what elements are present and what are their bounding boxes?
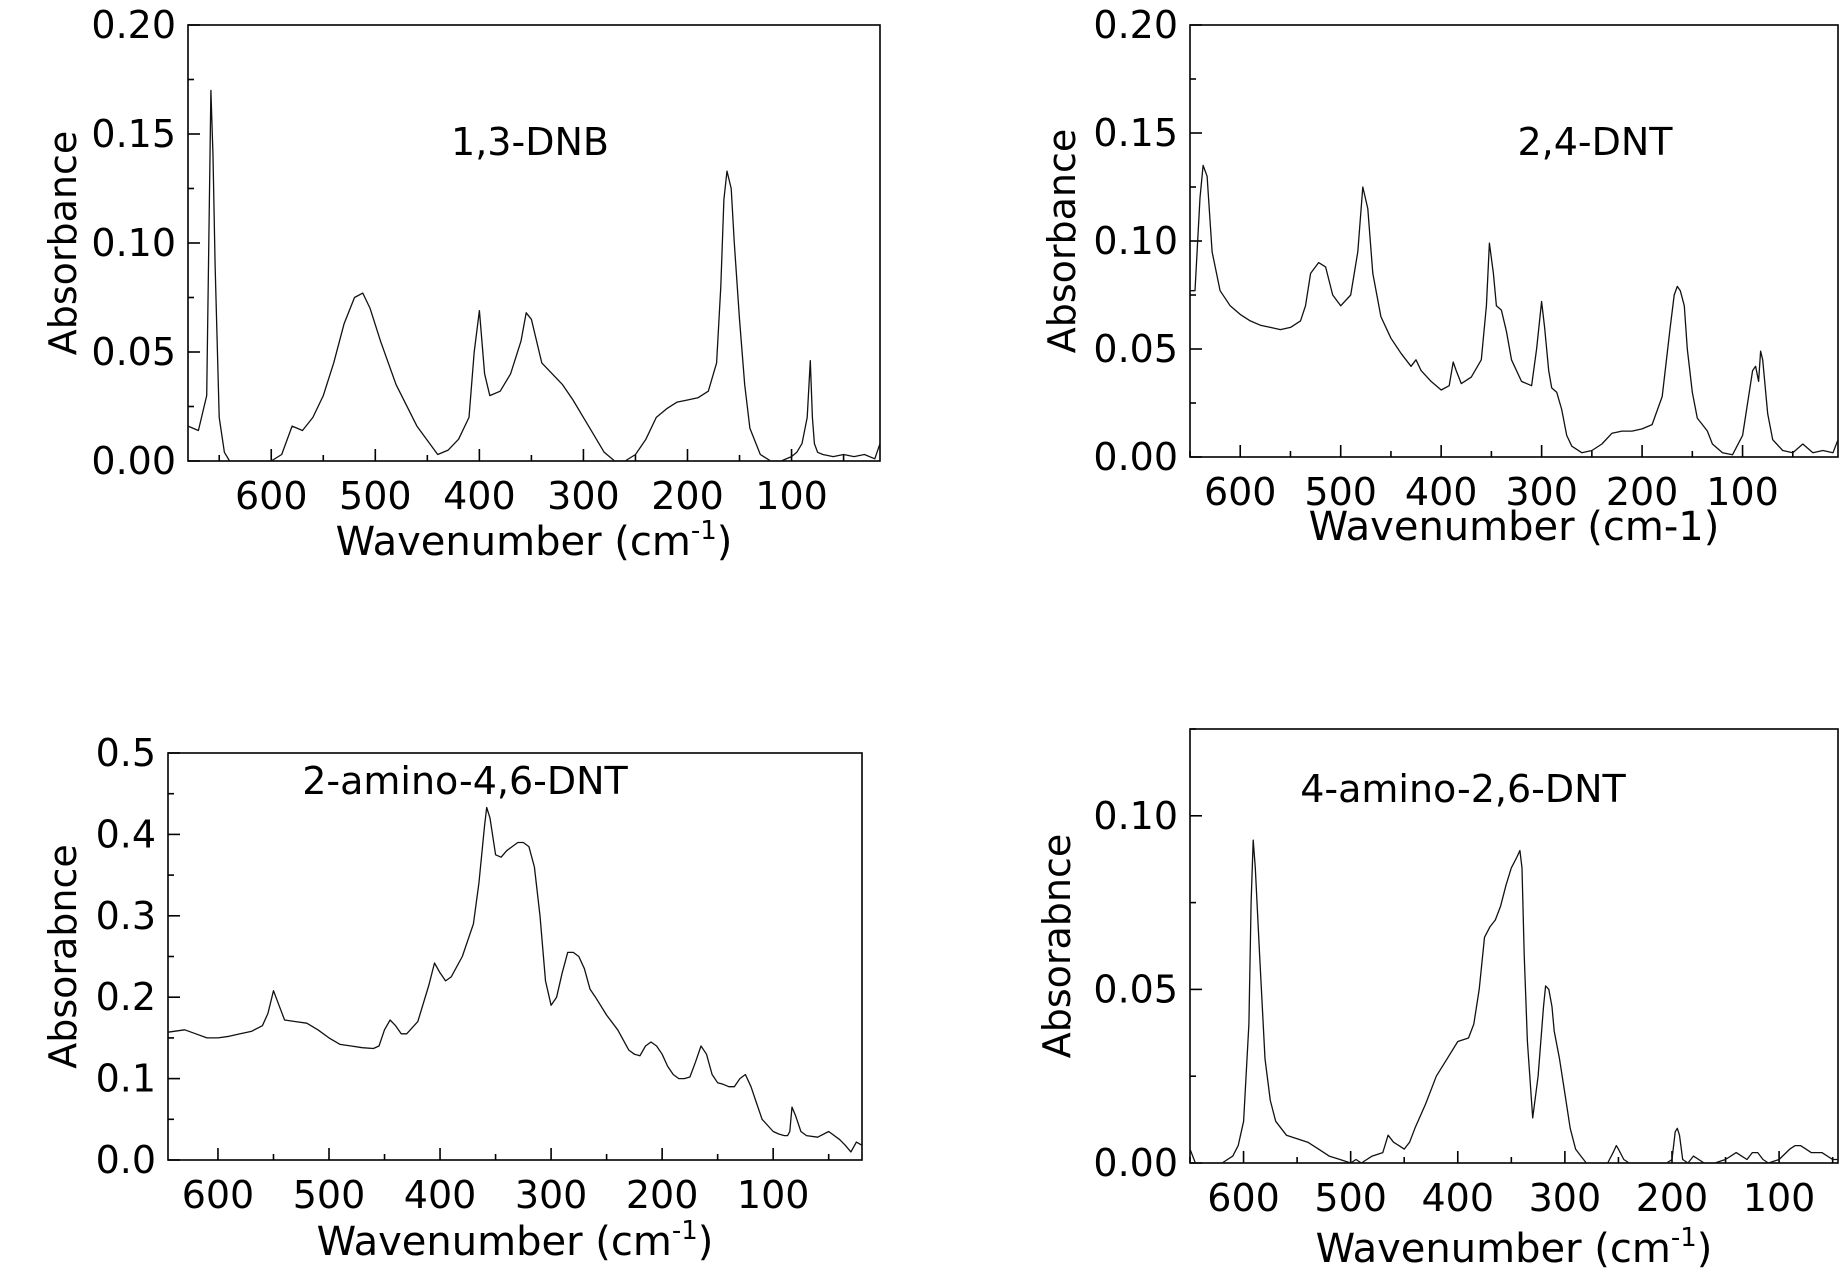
y-tick-label: 0.10	[91, 221, 176, 265]
x-axis-title: Wavenumber (cm-1)	[336, 516, 733, 565]
y-tick-label: 0.10	[1093, 794, 1178, 838]
chart-panel-1: 600 500 400 300 200 100 0.00 0.05 0.10 0.15 0.20 1,…	[41, 3, 881, 565]
chart-panel-3: 600 500 400 300 200 100 0.0 0.1 0.2 0.3 0.4 0.5 2-am…	[41, 731, 863, 1265]
x-tick-label: 200	[1636, 1176, 1709, 1220]
x-tick-label: 100	[1706, 470, 1779, 514]
x-tick-label: 100	[737, 1173, 810, 1217]
y-axis-title: Absorabnce	[1035, 834, 1079, 1059]
x-tick-label: 100	[755, 474, 828, 518]
y-axis-title: Absorbance	[41, 131, 85, 356]
y-tick-label: 0.00	[1093, 1141, 1178, 1185]
y-axis-title: Absorbance	[1040, 129, 1084, 354]
chart-panel-4: 600 500 400 300 200 100 0.00 0.05 0.10 4-amino-2,…	[1035, 728, 1839, 1272]
y-tick-label: 0.05	[1093, 967, 1178, 1011]
x-axis-title: Wavenumber (cm-1)	[1309, 504, 1720, 550]
panel-title: 1,3-DNB	[451, 120, 609, 164]
y-tick-label: 0.2	[96, 975, 156, 1019]
chart-panel-2: 600 500 400 300 200 100 0.00 0.05 0.10 0.15 0.20 2,…	[1040, 3, 1839, 550]
spectrum-line	[167, 806, 863, 1153]
spectrum-line	[1190, 164, 1839, 456]
x-tick-label: 500	[1314, 1176, 1387, 1220]
x-tick-label: 500	[339, 474, 412, 518]
y-tick-label: 0.0	[96, 1138, 156, 1182]
x-tick-label: 300	[1529, 1176, 1602, 1220]
spectrum-line	[1189, 839, 1838, 1164]
plot-frame	[1189, 728, 1839, 1164]
y-tick-label: 0.15	[1093, 111, 1178, 155]
x-tick-label: 400	[443, 474, 516, 518]
x-tick-label: 600	[235, 474, 308, 518]
y-tick-label: 0.05	[91, 330, 176, 374]
y-tick-label: 0.05	[1093, 327, 1178, 371]
plot-frame	[187, 24, 881, 462]
x-tick-label: 200	[651, 474, 724, 518]
x-tick-label: 600	[1204, 470, 1277, 514]
x-tick-label: 600	[182, 1173, 255, 1217]
y-axis-title: Absorabnce	[41, 844, 85, 1069]
x-tick-label: 300	[515, 1173, 588, 1217]
x-axis-title: Wavenumber (cm-1)	[317, 1216, 714, 1265]
x-tick-label: 100	[1743, 1176, 1816, 1220]
x-tick-label: 400	[404, 1173, 477, 1217]
y-tick-label: 0.5	[96, 731, 156, 775]
plot-frame	[167, 752, 863, 1161]
x-tick-label: 400	[1422, 1176, 1495, 1220]
x-tick-label: 400	[1405, 470, 1478, 514]
x-tick-label: 300	[547, 474, 620, 518]
x-tick-label: 600	[1207, 1176, 1280, 1220]
y-tick-label: 0.10	[1093, 219, 1178, 263]
y-tick-label: 0.4	[96, 812, 156, 856]
x-tick-label: 200	[1606, 470, 1679, 514]
x-tick-label: 200	[626, 1173, 699, 1217]
x-axis-title: Wavenumber (cm-1)	[1316, 1223, 1713, 1272]
y-tick-label: 0.15	[91, 112, 176, 156]
y-tick-label: 0.00	[91, 439, 176, 483]
panel-title: 2,4-DNT	[1517, 120, 1673, 164]
y-tick-label: 0.00	[1093, 435, 1178, 479]
x-tick-label: 300	[1505, 470, 1578, 514]
y-tick-label: 0.20	[1093, 3, 1178, 47]
y-tick-label: 0.1	[96, 1057, 156, 1101]
y-tick-label: 0.20	[91, 3, 176, 47]
x-tick-label: 500	[293, 1173, 366, 1217]
y-tick-label: 0.3	[96, 894, 156, 938]
plot-frame	[1189, 24, 1839, 458]
panel-title: 2-amino-4,6-DNT	[302, 759, 628, 803]
x-tick-label: 500	[1304, 470, 1377, 514]
panel-title: 4-amino-2,6-DNT	[1300, 767, 1626, 811]
spectrum-line	[187, 89, 881, 462]
